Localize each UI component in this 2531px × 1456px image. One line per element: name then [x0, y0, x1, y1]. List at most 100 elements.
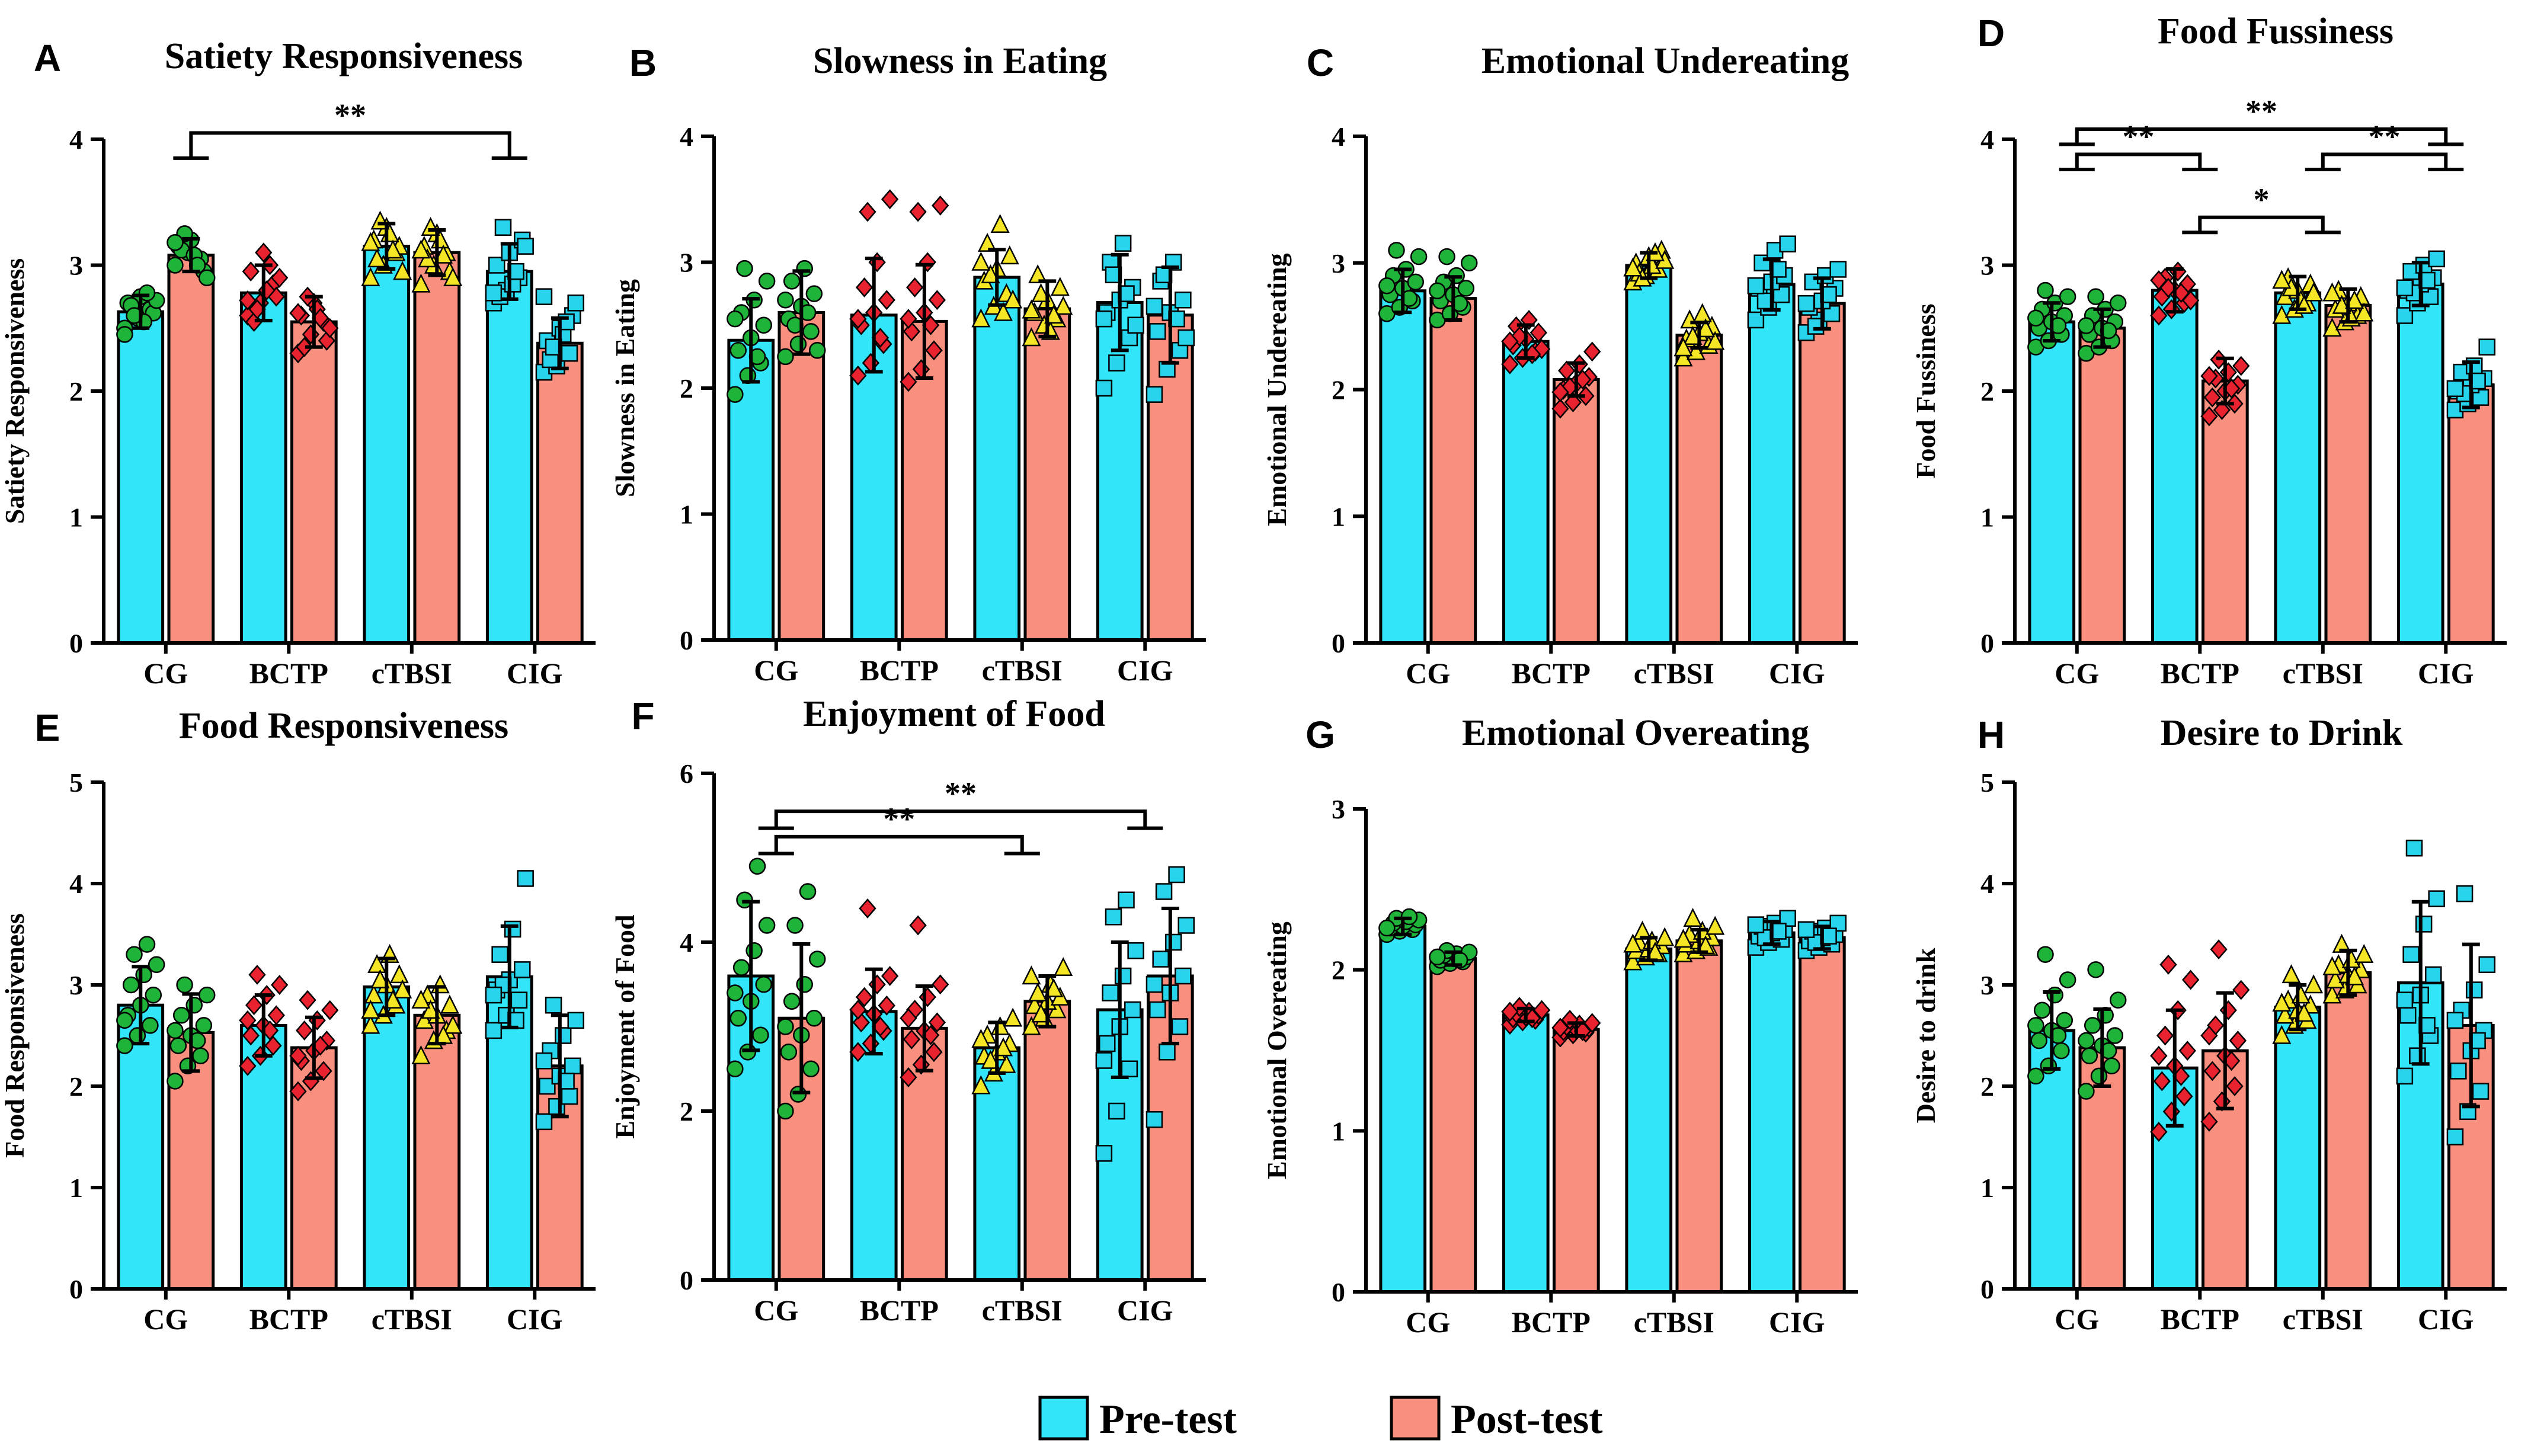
y-tick-label: 0	[680, 625, 693, 655]
data-point-triangle	[383, 989, 403, 1009]
data-point-triangle	[411, 989, 431, 1009]
data-point-square	[1145, 297, 1163, 315]
panel-letter: G	[1306, 713, 1335, 756]
data-point-diamond	[2226, 393, 2244, 414]
data-point-circle	[780, 1044, 798, 1061]
y-tick-label: 1	[1332, 1116, 1345, 1146]
data-point-square	[1747, 277, 1765, 295]
data-point-diamond	[2150, 270, 2168, 290]
data-point-circle	[727, 386, 744, 403]
data-point-square	[517, 238, 534, 255]
data-point-square	[2425, 966, 2442, 984]
data-point-square	[2405, 839, 2423, 857]
data-point-square	[1747, 916, 1765, 933]
data-point-square	[1127, 942, 1144, 959]
y-axis-title: Enjoyment of Food	[610, 914, 640, 1139]
data-point-triangle	[2304, 282, 2324, 302]
data-point-diamond	[264, 1035, 282, 1056]
bar-cg-post	[777, 311, 825, 642]
data-point-circle	[138, 936, 156, 953]
data-point-triangle	[1054, 296, 1073, 315]
data-point-diamond	[239, 290, 257, 311]
data-point-diamond	[855, 987, 873, 1007]
data-point-circle	[1460, 254, 1478, 271]
data-point-triangle	[1674, 347, 1693, 367]
data-point-diamond	[2232, 356, 2250, 376]
data-point-triangle	[2322, 282, 2342, 302]
category-label: BCTP	[249, 1303, 328, 1336]
panel-letter: B	[629, 41, 657, 84]
data-point-diamond	[881, 189, 899, 210]
y-tick-label: 3	[1332, 248, 1345, 279]
data-point-circle	[805, 1010, 823, 1027]
data-point-circle	[755, 316, 773, 334]
bar-cig-post	[2447, 383, 2495, 645]
data-point-diamond	[2153, 1071, 2171, 1092]
data-point-diamond	[289, 1045, 307, 1066]
data-point-triangle	[414, 1010, 434, 1029]
data-point-diamond	[1583, 1013, 1601, 1033]
data-point-triangle	[981, 264, 1000, 283]
data-point-triangle	[2332, 295, 2351, 314]
data-point-triangle	[389, 964, 409, 984]
y-tick-label: 4	[680, 927, 693, 958]
significance-bracket	[2075, 127, 2448, 145]
data-point-triangle	[1623, 257, 1643, 277]
data-point-triangle	[361, 267, 380, 286]
category-label: cTBSI	[1634, 657, 1714, 690]
data-point-square	[485, 284, 503, 302]
data-point-diamond	[2156, 1025, 2174, 1046]
data-point-circle	[198, 269, 216, 286]
panel-title: Emotional Overeating	[1462, 713, 1809, 753]
y-tick-label: 4	[1332, 121, 1345, 152]
significance-label: **	[883, 801, 915, 837]
data-point-circle	[2103, 1057, 2120, 1075]
data-point-circle	[786, 917, 804, 934]
data-point-triangle	[361, 232, 380, 251]
data-point-circle	[116, 1037, 133, 1054]
data-point-triangle	[1674, 929, 1693, 948]
data-point-circle	[799, 883, 817, 900]
data-point-triangle	[367, 954, 387, 974]
bar-ctbsi-post	[413, 251, 461, 645]
category-label: CG	[1406, 1305, 1450, 1339]
data-point-triangle	[1031, 1003, 1051, 1023]
data-point-triangle	[2272, 992, 2292, 1012]
significance-label: **	[945, 776, 977, 811]
data-point-triangle	[1706, 916, 1725, 935]
y-tick-label: 0	[1332, 1277, 1345, 1307]
category-label: CG	[754, 654, 798, 687]
data-point-square	[494, 219, 512, 236]
data-point-square	[2396, 279, 2414, 296]
data-point-square	[485, 1022, 503, 1039]
y-axis-title: Food Responsiveness	[0, 913, 30, 1158]
category-label: CG	[143, 1303, 188, 1336]
y-tick-label: 1	[1980, 1173, 1994, 1203]
bar-bctp-post	[1552, 1028, 1600, 1294]
data-point-circle	[142, 1017, 159, 1034]
y-tick-label: 4	[69, 124, 83, 155]
panel-title: Slowness in Eating	[813, 41, 1107, 81]
data-point-circle	[802, 1060, 820, 1077]
data-point-diamond	[239, 1010, 257, 1031]
data-point-triangle	[2345, 966, 2364, 985]
data-point-circle	[135, 966, 152, 984]
data-point-diamond	[1530, 322, 1547, 343]
data-point-diamond	[1558, 360, 1576, 381]
category-label: CIG	[1769, 657, 1825, 690]
bar-cig-pre	[2396, 282, 2444, 645]
category-label: cTBSI	[2283, 657, 2363, 690]
data-point-square	[1118, 891, 1135, 908]
panel-c: C Emotional Undereating Emotional Undereat…	[1262, 41, 1858, 690]
data-point-diamond	[296, 337, 313, 357]
data-point-square	[2428, 890, 2445, 907]
bar-ctbsi-post	[1675, 334, 1723, 645]
panel-letter: H	[1978, 713, 2005, 756]
data-point-square	[1095, 1052, 1113, 1069]
data-point-triangle	[440, 994, 459, 1014]
y-tick-label: 4	[69, 869, 83, 899]
category-label: cTBSI	[372, 657, 452, 690]
data-point-diamond	[881, 966, 899, 986]
category-label: BCTP	[2161, 1303, 2239, 1336]
data-point-square	[2478, 338, 2495, 356]
